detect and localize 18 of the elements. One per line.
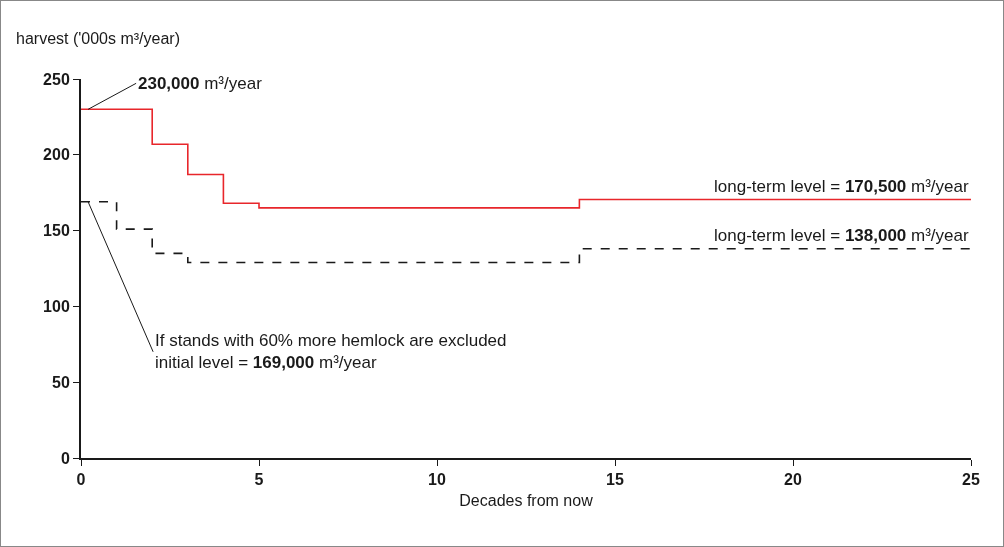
x-tick-label: 0 xyxy=(76,471,86,489)
annotation: long-term level = 138,000 m³/year xyxy=(714,226,970,245)
x-tick-label: 10 xyxy=(428,471,446,489)
y-tick-label: 150 xyxy=(43,222,70,240)
y-tick-label: 0 xyxy=(60,449,70,467)
annotation: long-term level = 170,500 m³/year xyxy=(714,177,970,196)
x-tick-label: 25 xyxy=(962,471,980,489)
y-tick-label: 200 xyxy=(43,146,70,164)
y-axis-title: harvest ('000s m³/year) xyxy=(16,30,180,47)
annotation: If stands with 60% more hemlock are excluded initial level = 169,000 m³/year xyxy=(155,331,507,373)
annotation: 230,000 m³/year xyxy=(138,74,263,93)
x-tick-label: 15 xyxy=(606,471,624,489)
y-tick-label: 250 xyxy=(43,70,70,88)
y-tick-label: 50 xyxy=(52,373,70,391)
x-tick-label: 5 xyxy=(254,471,264,489)
y-tick-label: 100 xyxy=(43,298,70,315)
x-tick-label: 20 xyxy=(784,471,802,489)
x-axis-title: Decades from now xyxy=(459,492,594,510)
